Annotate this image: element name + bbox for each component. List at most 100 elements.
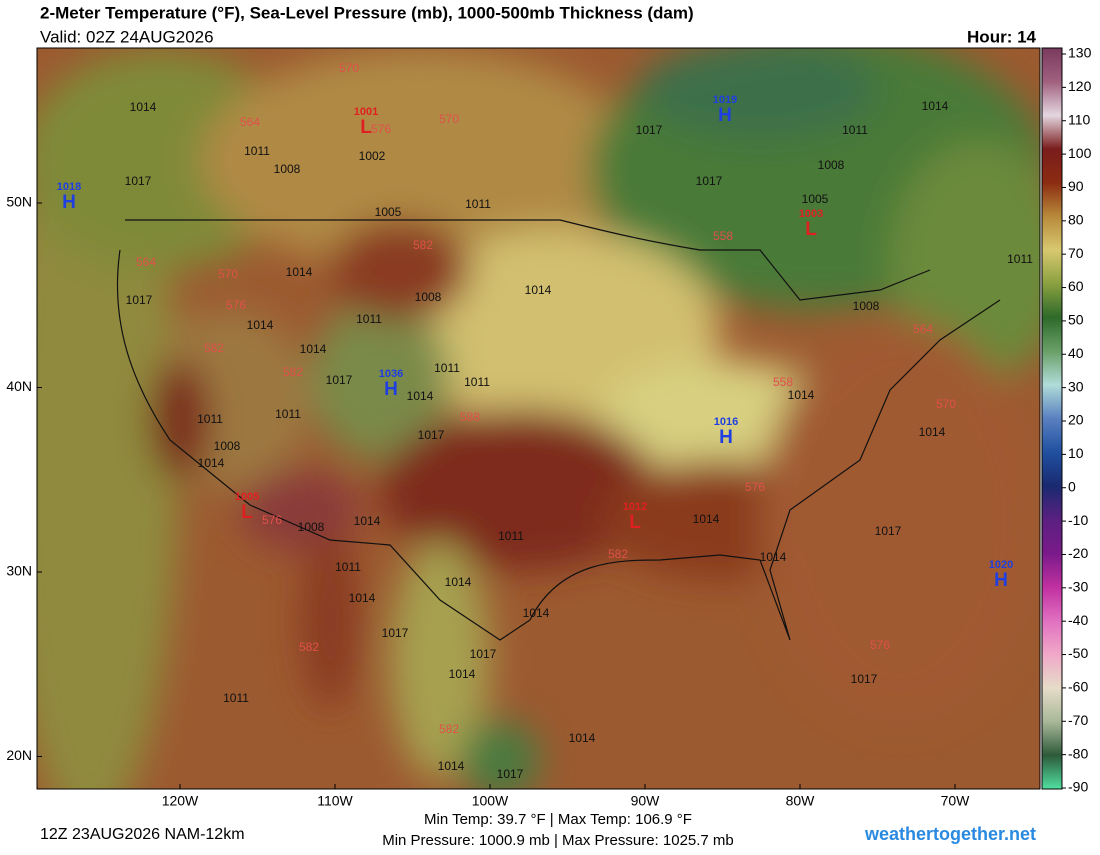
isobar-label: 1005 bbox=[375, 205, 402, 219]
colorbar-label: -10 bbox=[1068, 512, 1088, 528]
colorbar-label: 120 bbox=[1068, 78, 1092, 94]
center-symbol: L bbox=[805, 219, 817, 240]
lon-label: 120W bbox=[162, 793, 199, 809]
temperature-field bbox=[37, 48, 1040, 789]
lon-label: 80W bbox=[786, 793, 816, 809]
center-symbol: L bbox=[360, 117, 372, 138]
isobar-label: 1011 bbox=[465, 197, 491, 211]
colorbar-label: -40 bbox=[1068, 612, 1088, 628]
model-run: 12Z 23AUG2026 NAM-12km bbox=[40, 826, 245, 843]
isobar-label: 1014 bbox=[300, 342, 327, 356]
center-symbol: H bbox=[718, 105, 732, 126]
isobar-label: 1002 bbox=[359, 149, 386, 163]
thickness-label: 582 bbox=[608, 547, 628, 561]
lon-label: 100W bbox=[472, 793, 509, 809]
colorbar-label: -90 bbox=[1068, 779, 1088, 795]
isobar-label: 1011 bbox=[1007, 252, 1033, 266]
thickness-label: 582 bbox=[204, 341, 224, 355]
thickness-label: 588 bbox=[460, 410, 480, 424]
isobar-label: 1008 bbox=[415, 290, 442, 304]
isobar-label: 1014 bbox=[407, 389, 434, 403]
thickness-label: 576 bbox=[870, 638, 890, 652]
center-value: 1012 bbox=[623, 501, 647, 513]
thickness-label: 558 bbox=[773, 375, 793, 389]
center-value: 1005 bbox=[235, 491, 259, 503]
colorbar-label: -70 bbox=[1068, 712, 1088, 728]
lat-label: 50N bbox=[6, 194, 32, 210]
colorbar-label: -20 bbox=[1068, 545, 1088, 561]
isobar-label: 1014 bbox=[130, 100, 157, 114]
thickness-label: 582 bbox=[413, 238, 433, 252]
center-value: 1016 bbox=[714, 416, 738, 428]
isobar-label: 1011 bbox=[498, 529, 524, 543]
colorbar-label: 130 bbox=[1068, 45, 1092, 61]
map-frame bbox=[36, 47, 1041, 790]
colorbar-label: 10 bbox=[1068, 445, 1084, 461]
isobar-label: 1014 bbox=[922, 99, 949, 113]
colorbar-label: 110 bbox=[1068, 111, 1091, 127]
isobar-label: 1017 bbox=[418, 428, 445, 442]
colorbar-label: 70 bbox=[1068, 245, 1084, 261]
colorbar-label: 80 bbox=[1068, 212, 1084, 228]
borders bbox=[116, 219, 1001, 641]
isobar-label: 1017 bbox=[497, 767, 524, 781]
isobar-label: 1017 bbox=[125, 174, 152, 188]
center-value: 1020 bbox=[989, 559, 1013, 571]
isobar-label: 1011 bbox=[223, 691, 249, 705]
colorbar-label: 30 bbox=[1068, 378, 1084, 394]
isobar-label: 1017 bbox=[126, 293, 153, 307]
lon-label: 70W bbox=[941, 793, 971, 809]
center-symbol: H bbox=[62, 192, 76, 213]
lat-label: 20N bbox=[6, 747, 32, 763]
isobar-label: 1017 bbox=[636, 123, 663, 137]
isobar-label: 1014 bbox=[349, 591, 376, 605]
thickness-label: 582 bbox=[283, 365, 303, 379]
center-symbol: L bbox=[241, 502, 253, 523]
colorbar-label: -80 bbox=[1068, 745, 1088, 761]
thickness-label: 564 bbox=[136, 255, 156, 269]
isobar-label: 1014 bbox=[449, 667, 476, 681]
center-value: 1018 bbox=[57, 181, 81, 193]
site-credit: weathertogether.net bbox=[864, 824, 1036, 844]
isobar-label: 1011 bbox=[464, 375, 490, 389]
center-value: 1036 bbox=[379, 368, 403, 380]
isobar-label: 1017 bbox=[326, 373, 353, 387]
isobar-label: 1011 bbox=[275, 407, 301, 421]
thickness-label: 570 bbox=[339, 61, 359, 75]
pressure-range: Min Pressure: 1000.9 mb | Max Pressure: … bbox=[382, 832, 734, 849]
colorbar-label: 40 bbox=[1068, 345, 1084, 361]
isobar-label: 1008 bbox=[274, 162, 301, 176]
map bbox=[37, 48, 1040, 789]
isobar-label: 1011 bbox=[356, 312, 382, 326]
isobar-label: 1005 bbox=[802, 192, 829, 206]
colorbar-label: 50 bbox=[1068, 312, 1084, 328]
isobar-label: 1014 bbox=[354, 514, 381, 528]
center-symbol: H bbox=[384, 379, 398, 400]
isobar-label: 1008 bbox=[853, 299, 880, 313]
thickness-label: 576 bbox=[226, 298, 246, 312]
isobar-label: 1011 bbox=[335, 560, 361, 574]
center-value: 1019 bbox=[713, 94, 737, 106]
center-symbol: L bbox=[629, 512, 641, 533]
isobar-label: 1014 bbox=[569, 731, 596, 745]
colorbar-label: -50 bbox=[1068, 645, 1088, 661]
colorbar-label: 0 bbox=[1068, 478, 1076, 494]
lat-label: 40N bbox=[6, 378, 32, 394]
forecast-hour: Hour: 14 bbox=[967, 27, 1037, 46]
colorbar-label: 100 bbox=[1068, 145, 1092, 161]
isobar-label: 1008 bbox=[818, 158, 845, 172]
isobar-label: 1014 bbox=[760, 550, 787, 564]
isobar-label: 1017 bbox=[470, 647, 497, 661]
isobar-label: 1008 bbox=[298, 520, 325, 534]
center-symbol: H bbox=[719, 427, 733, 448]
colorbar-label: -60 bbox=[1068, 679, 1088, 695]
thickness-label: 576 bbox=[745, 480, 765, 494]
center-symbol: H bbox=[994, 570, 1008, 591]
isobar-label: 1011 bbox=[197, 412, 223, 426]
lon-label: 90W bbox=[631, 793, 661, 809]
isobar-label: 1014 bbox=[919, 425, 946, 439]
lat-label: 30N bbox=[6, 563, 32, 579]
isobar-label: 1014 bbox=[525, 283, 552, 297]
colorbar-label: 60 bbox=[1068, 278, 1084, 294]
